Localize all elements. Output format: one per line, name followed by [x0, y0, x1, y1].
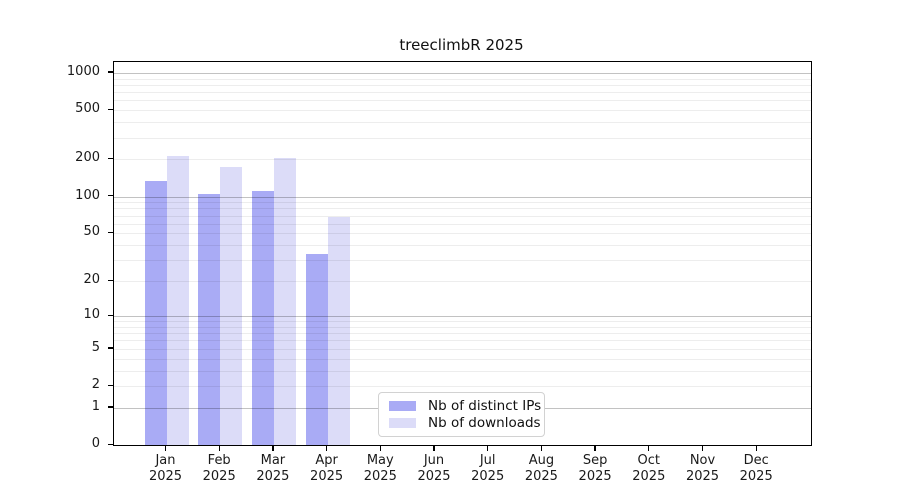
y-tick-mark	[108, 347, 114, 349]
x-tick-mark	[164, 445, 167, 451]
x-tick-mark	[648, 445, 650, 451]
gridline-minor	[114, 100, 811, 102]
gridline-minor	[114, 245, 811, 247]
distinct-ips-label: Nb of distinct IPs	[428, 398, 542, 414]
bar-distinct-ips-apr	[305, 253, 328, 445]
x-tick-label-nov: Nov 2025	[685, 453, 720, 484]
y-tick-label: 500	[75, 101, 100, 117]
downloads-label: Nb of downloads	[428, 415, 541, 431]
bar-distinct-ips-jan	[144, 180, 167, 445]
y-tick-label: 1	[91, 398, 100, 414]
gridline-minor	[114, 122, 811, 124]
gridline-minor	[114, 84, 811, 86]
gridline-minor	[114, 202, 811, 204]
y-tick-mark	[108, 279, 114, 282]
y-tick-label: 5	[91, 339, 100, 355]
gridline-major	[114, 196, 811, 198]
gridline-minor	[114, 358, 811, 360]
x-tick-label-jul: Jul 2025	[471, 453, 505, 484]
gridline-minor	[114, 78, 811, 80]
x-axis: Jan 2025 Feb 2025 Mar 2025 Apr 2025 May 2025…	[113, 444, 810, 496]
gridline-minor	[114, 215, 811, 217]
x-tick-mark	[325, 445, 328, 451]
x-tick-label-apr: Apr 2025	[310, 453, 344, 484]
gridline-minor	[114, 92, 811, 94]
legend: Nb of distinct IPs Nb of downloads	[378, 392, 545, 437]
y-tick-mark	[108, 231, 114, 234]
y-tick-mark	[108, 314, 114, 316]
x-tick-label-mar: Mar 2025	[256, 453, 290, 484]
x-tick-mark	[218, 445, 220, 451]
y-tick-label: 100	[75, 187, 100, 203]
gridline-minor	[114, 159, 811, 161]
x-tick-label-dec: Dec 2025	[739, 453, 773, 484]
x-tick-mark	[701, 445, 704, 451]
x-tick-label-aug: Aug 2025	[524, 453, 558, 484]
y-tick-mark	[108, 443, 114, 446]
y-tick-label: 200	[75, 150, 100, 166]
x-tick-label-feb: Feb 2025	[202, 453, 236, 484]
x-tick-mark	[594, 445, 596, 451]
gridline-minor	[114, 340, 811, 342]
y-tick-label: 20	[83, 272, 100, 288]
gridline-minor	[114, 370, 811, 372]
y-tick-mark	[108, 157, 114, 160]
gridline-minor	[114, 208, 811, 210]
x-tick-label-sep: Sep 2025	[578, 453, 612, 484]
x-tick-mark	[272, 445, 274, 451]
distinct-ips-swatch	[389, 401, 416, 411]
x-tick-mark	[433, 445, 435, 451]
y-tick-label: 2	[91, 377, 100, 393]
gridline-minor	[114, 386, 811, 388]
y-tick-mark	[108, 406, 114, 408]
gridline-minor	[114, 326, 811, 328]
y-tick-label: 0	[91, 436, 100, 452]
bar-downloads-mar	[273, 158, 296, 445]
y-tick-label: 10	[83, 307, 100, 323]
gridline-minor	[114, 321, 811, 323]
bar-distinct-ips-mar	[251, 191, 274, 445]
x-tick-mark	[487, 445, 489, 451]
y-axis: 0 1 2 5 10 20 50 100 200 500 1000	[0, 61, 114, 451]
x-tick-mark	[540, 445, 543, 451]
gridline-minor	[114, 281, 811, 283]
gridline-major	[114, 72, 811, 74]
x-tick-label-jan: Jan 2025	[148, 453, 183, 484]
x-tick-mark	[755, 445, 757, 451]
gridline-minor	[114, 233, 811, 235]
legend-row-downloads: Nb of downloads	[389, 415, 541, 431]
bar-downloads-jan	[166, 156, 189, 445]
gridline-minor	[114, 333, 811, 335]
y-tick-mark	[108, 195, 114, 197]
x-tick-label-jun: Jun 2025	[417, 453, 451, 484]
y-tick-label: 1000	[66, 63, 100, 79]
y-tick-mark	[108, 71, 114, 73]
gridline-minor	[114, 348, 811, 350]
bar-downloads-feb	[220, 166, 243, 445]
y-tick-mark	[108, 108, 114, 111]
bar-distinct-ips-feb	[198, 193, 221, 445]
x-tick-label-oct: Oct 2025	[632, 453, 666, 484]
gridline-major	[114, 316, 811, 318]
chart-title: treeclimbR 2025	[399, 36, 524, 54]
x-tick-label-may: May 2025	[363, 453, 397, 484]
gridline-minor	[114, 260, 811, 262]
gridline-minor	[114, 223, 811, 225]
legend-row-distinct-ips: Nb of distinct IPs	[389, 398, 541, 414]
y-tick-mark	[108, 384, 114, 386]
plot-area	[113, 61, 812, 446]
gridline-minor	[114, 110, 811, 112]
downloads-swatch	[389, 418, 416, 428]
x-tick-mark	[379, 445, 381, 451]
y-tick-label: 50	[83, 224, 100, 240]
bar-downloads-apr	[327, 217, 350, 445]
gridline-minor	[114, 137, 811, 139]
